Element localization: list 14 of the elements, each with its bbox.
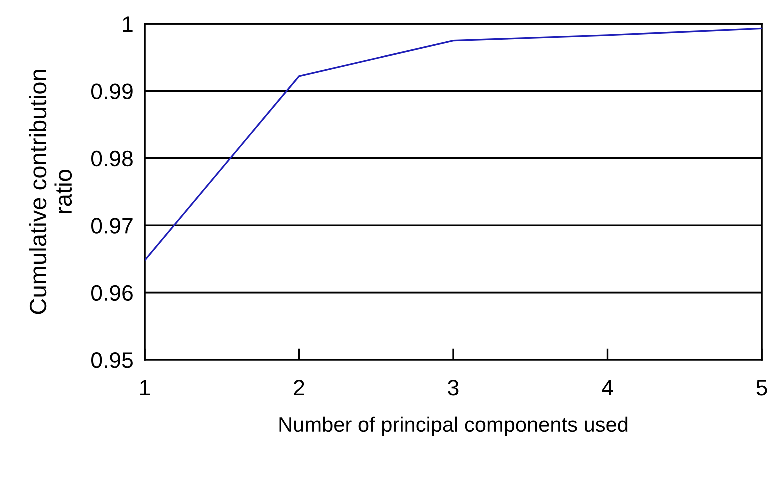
y-axis-title: Cumulative contribution ratio	[29, 70, 72, 314]
y-tick-label: 0.96	[92, 285, 133, 302]
y-tick-label: 0.99	[92, 84, 133, 100]
x-axis-title: Number of principal components used	[280, 416, 628, 436]
x-tick-label: 5	[756, 380, 768, 396]
y-tick-label: 0.95	[92, 352, 133, 368]
x-tick-label: 1	[140, 380, 150, 396]
x-tick-label: 4	[602, 380, 614, 396]
y-tick-label: 0.98	[92, 150, 133, 167]
x-tick-label: 2	[294, 380, 304, 396]
y-tick-label: 1	[123, 16, 133, 32]
y-tick-label: 0.97	[92, 218, 133, 234]
line-series	[145, 28, 762, 262]
x-tick-label: 3	[448, 380, 459, 396]
